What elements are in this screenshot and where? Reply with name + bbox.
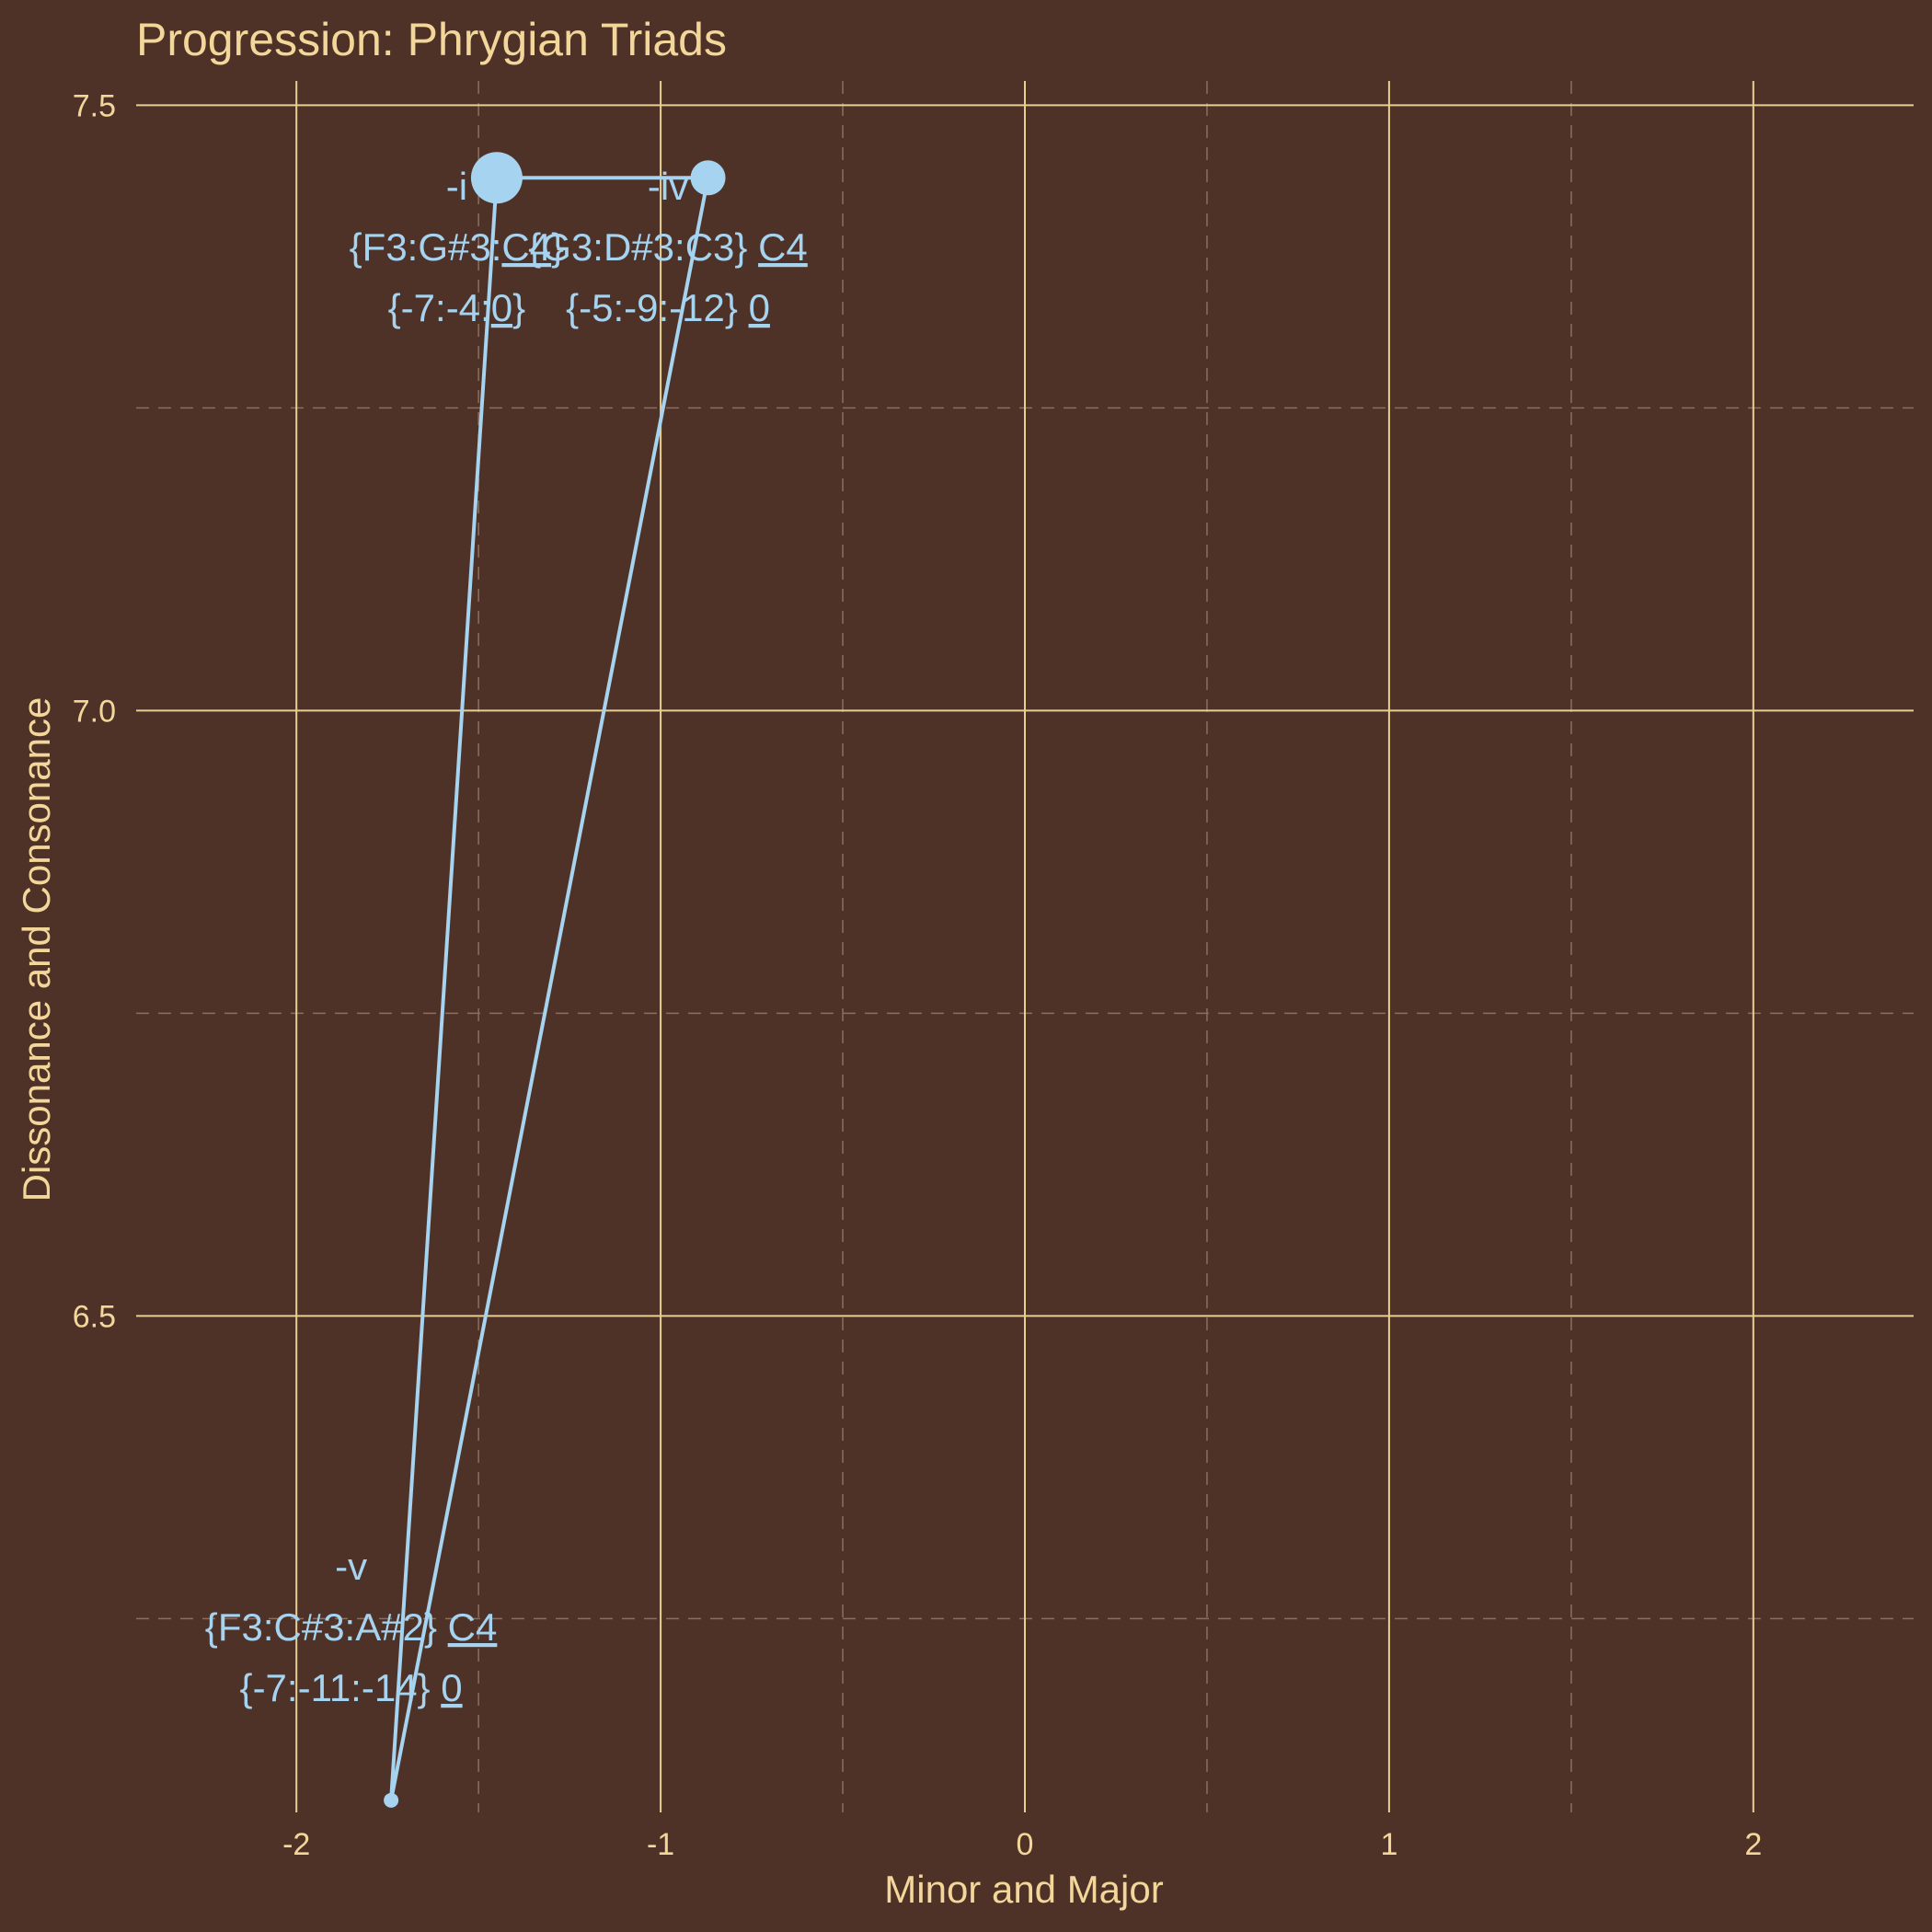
point-label-line: -v [335, 1545, 367, 1588]
point-label-segment: -v [335, 1545, 367, 1588]
point-label-segment: {G3:D#3:C3} [528, 225, 758, 269]
point-label-line: {F3:G#3:C4} [350, 225, 565, 269]
point-label-line: -i [446, 165, 467, 208]
point-label-segment: {-7:-4: [388, 286, 491, 329]
y-axis-title: Dissonance and Consonance [15, 697, 58, 1202]
y-tick-label: 6.5 [73, 1299, 116, 1334]
chart-title: Progression: Phrygian Triads [136, 14, 727, 65]
x-tick-label: 1 [1380, 1827, 1397, 1862]
data-point [384, 1792, 399, 1808]
point-label-line: {-7:-11:-14} 0 [240, 1666, 463, 1709]
grid [136, 81, 1914, 1812]
point-label-segment: C4 [501, 225, 551, 269]
series-line [389, 176, 710, 1802]
point-label-segment: C4 [448, 1605, 498, 1649]
point-label-segment: -i [446, 165, 467, 208]
point-labels: -i{F3:G#3:C4}{-7:-4:0}-iv{G3:D#3:C3} C4{… [205, 165, 808, 1709]
point-label-segment: -iv [648, 165, 688, 208]
point-label-segment: {-5:-9:-12} [566, 286, 748, 329]
point-label-segment: {F3:G#3: [350, 225, 502, 269]
point-label-line: -iv [648, 165, 688, 208]
x-tick-label: -2 [282, 1827, 310, 1862]
point-label-segment: 0 [491, 286, 512, 329]
point-label-line: {-5:-9:-12} 0 [566, 286, 770, 329]
point-label-line: {F3:C#3:A#2} C4 [205, 1605, 498, 1649]
data-point [470, 152, 523, 204]
point-label-segment: {-7:-11:-14} [240, 1666, 442, 1709]
point-label-segment: C4 [758, 225, 808, 269]
data-points [384, 152, 726, 1808]
point-label-segment: } [512, 286, 525, 329]
data-point [690, 160, 726, 196]
x-tick-label: 2 [1744, 1827, 1762, 1862]
point-label-segment: {F3:C#3:A#2} [205, 1605, 448, 1649]
y-tick-label: 7.5 [73, 88, 116, 123]
x-tick-label: 0 [1017, 1827, 1034, 1862]
point-label-line: {G3:D#3:C3} C4 [528, 225, 808, 269]
x-axis-title: Minor and Major [884, 1868, 1163, 1911]
point-label-segment: 0 [441, 1666, 462, 1709]
x-tick-label: -1 [647, 1827, 674, 1862]
point-label-segment: } [551, 225, 564, 269]
point-label-segment: 0 [749, 286, 770, 329]
point-label-line: {-7:-4:0} [388, 286, 525, 329]
y-tick-label: 7.0 [73, 694, 116, 729]
tick-labels: -2 -1 0 1 2 6.5 7.0 7.5 [73, 88, 1763, 1862]
progression-path [389, 176, 710, 1802]
